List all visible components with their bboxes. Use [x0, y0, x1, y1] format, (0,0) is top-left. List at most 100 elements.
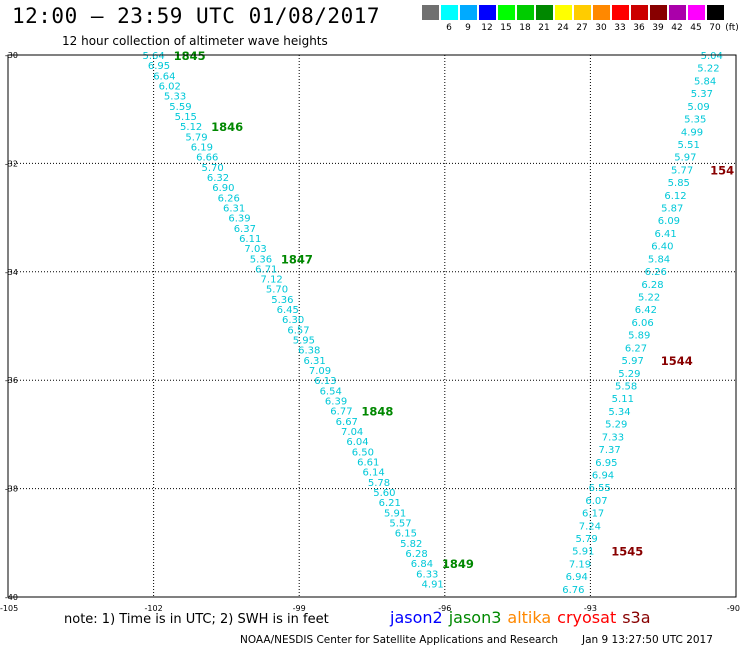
wave-height-value: 6.94 [566, 572, 588, 583]
legend-label: 33 [614, 23, 626, 33]
legend-label: 27 [576, 23, 588, 33]
legend-swatch [479, 5, 496, 20]
wave-height-value: 6.07 [585, 496, 607, 507]
wave-height-value: 7.04 [341, 427, 363, 438]
track-time-label: 1846 [211, 120, 243, 134]
legend-swatch [517, 5, 534, 20]
wave-height-value: 6.39 [325, 397, 347, 408]
wave-height-value: 6.09 [658, 216, 680, 227]
wave-height-value: 6.50 [352, 447, 374, 458]
legend-label: 30 [595, 23, 607, 33]
wave-height-value: 6.39 [228, 214, 250, 225]
wave-height-value: 6.11 [239, 234, 261, 245]
wave-height-value: 5.97 [674, 153, 696, 164]
wave-height-value: 5.09 [687, 102, 709, 113]
wave-height-value: 6.30 [282, 315, 304, 326]
wave-height-value: 5.22 [638, 293, 660, 304]
wave-height-value: 5.51 [678, 140, 700, 151]
wave-height-value: 7.09 [309, 366, 331, 377]
legend-swatch [460, 5, 477, 20]
credit-text: NOAA/NESDIS Center for Satellite Applica… [240, 634, 558, 646]
wave-height-value: 4.91 [422, 579, 444, 590]
wave-height-value: 6.95 [595, 458, 617, 469]
wave-height-value: 6.28 [405, 549, 427, 560]
wave-height-value: 5.36 [250, 254, 272, 265]
wave-height-value: 6.32 [207, 173, 229, 184]
legend-swatch [498, 5, 515, 20]
wave-height-value: 5.34 [608, 407, 630, 418]
legend-swatch [441, 5, 458, 20]
wave-height-value: 7.12 [261, 275, 283, 286]
legend-label: 6 [446, 23, 452, 33]
wave-height-value: 5.89 [628, 331, 650, 342]
legend-swatch [422, 5, 439, 20]
wave-height-value: 6.31 [303, 356, 325, 367]
wave-height-value: 5.59 [169, 102, 191, 113]
mission-legend: jason2 jason3 altika cryosat s3a [390, 608, 657, 627]
legend-label: 21 [538, 23, 550, 33]
wave-height-value: 5.36 [271, 295, 293, 306]
lon-tick-label: -96 [438, 604, 451, 613]
legend-label: 39 [652, 23, 664, 33]
legend-swatch [536, 5, 553, 20]
lat-tick-label: -38 [5, 485, 18, 494]
wave-height-value: 5.64 [142, 51, 164, 62]
wave-height-value: 6.26 [218, 193, 240, 204]
lon-tick-label: -90 [727, 604, 740, 613]
lat-tick-label: -36 [5, 376, 18, 385]
legend-swatch [669, 5, 686, 20]
wave-height-value: 7.33 [602, 432, 624, 443]
legend-swatch [612, 5, 629, 20]
legend-swatch [574, 5, 591, 20]
track-time-label: 1848 [361, 405, 393, 419]
track-time-label: 154 [710, 163, 734, 177]
wave-height-value: 5.29 [618, 369, 640, 380]
wave-height-value: 5.91 [384, 508, 406, 519]
wave-height-value: 5.15 [175, 112, 197, 123]
wave-height-value: 7.03 [244, 244, 266, 255]
legend-label: 45 [690, 23, 702, 33]
wave-height-value: 6.12 [664, 191, 686, 202]
track-time-label: 1849 [442, 557, 474, 571]
legend-swatch [688, 5, 705, 20]
track-time-label: 1845 [174, 49, 206, 63]
wave-height-value: 5.70 [202, 163, 224, 174]
wave-height-value: 6.67 [336, 417, 358, 428]
legend-label: 9 [465, 23, 471, 33]
wave-height-value: 6.28 [641, 280, 663, 291]
lat-tick-label: -34 [5, 268, 18, 277]
wave-height-value: 6.54 [320, 386, 342, 397]
wave-height-value: 6.95 [148, 61, 170, 72]
wave-height-value: 5.79 [575, 534, 597, 545]
wave-height-value: 6.13 [314, 376, 336, 387]
wave-height-value: 5.22 [697, 64, 719, 75]
lat-tick-label: -32 [5, 159, 18, 168]
legend-swatch [707, 5, 724, 20]
wave-height-value: 6.77 [330, 407, 352, 418]
legend-label: 70 [709, 23, 721, 33]
wave-height-value: 5.57 [389, 518, 411, 529]
legend-swatch [650, 5, 667, 20]
wave-height-value: 6.55 [589, 483, 611, 494]
mission-label: jason2 [390, 608, 443, 627]
mission-label: cryosat [557, 608, 617, 627]
map-frame [7, 54, 737, 598]
wave-height-value: 5.35 [684, 115, 706, 126]
generated-timestamp: Jan 9 13:27:50 UTC 2017 [582, 634, 713, 646]
wave-height-value: 6.40 [651, 242, 673, 253]
wave-height-value: 6.84 [411, 559, 433, 570]
legend-label: 18 [519, 23, 531, 33]
wave-height-value: 6.61 [357, 458, 379, 469]
legend-label: 24 [557, 23, 569, 33]
wave-height-value: 5.84 [694, 76, 716, 87]
wave-height-value: 5.60 [373, 488, 395, 499]
wave-height-value: 6.66 [196, 153, 218, 164]
lon-tick-label: -105 [0, 604, 18, 613]
wave-height-value: 5.85 [668, 178, 690, 189]
wave-height-value: 7.24 [579, 521, 601, 532]
mission-label: altika [507, 608, 552, 627]
wave-height-value: 6.02 [159, 81, 181, 92]
wave-height-value: 5.95 [293, 336, 315, 347]
wave-height-value: 5.29 [605, 420, 627, 431]
